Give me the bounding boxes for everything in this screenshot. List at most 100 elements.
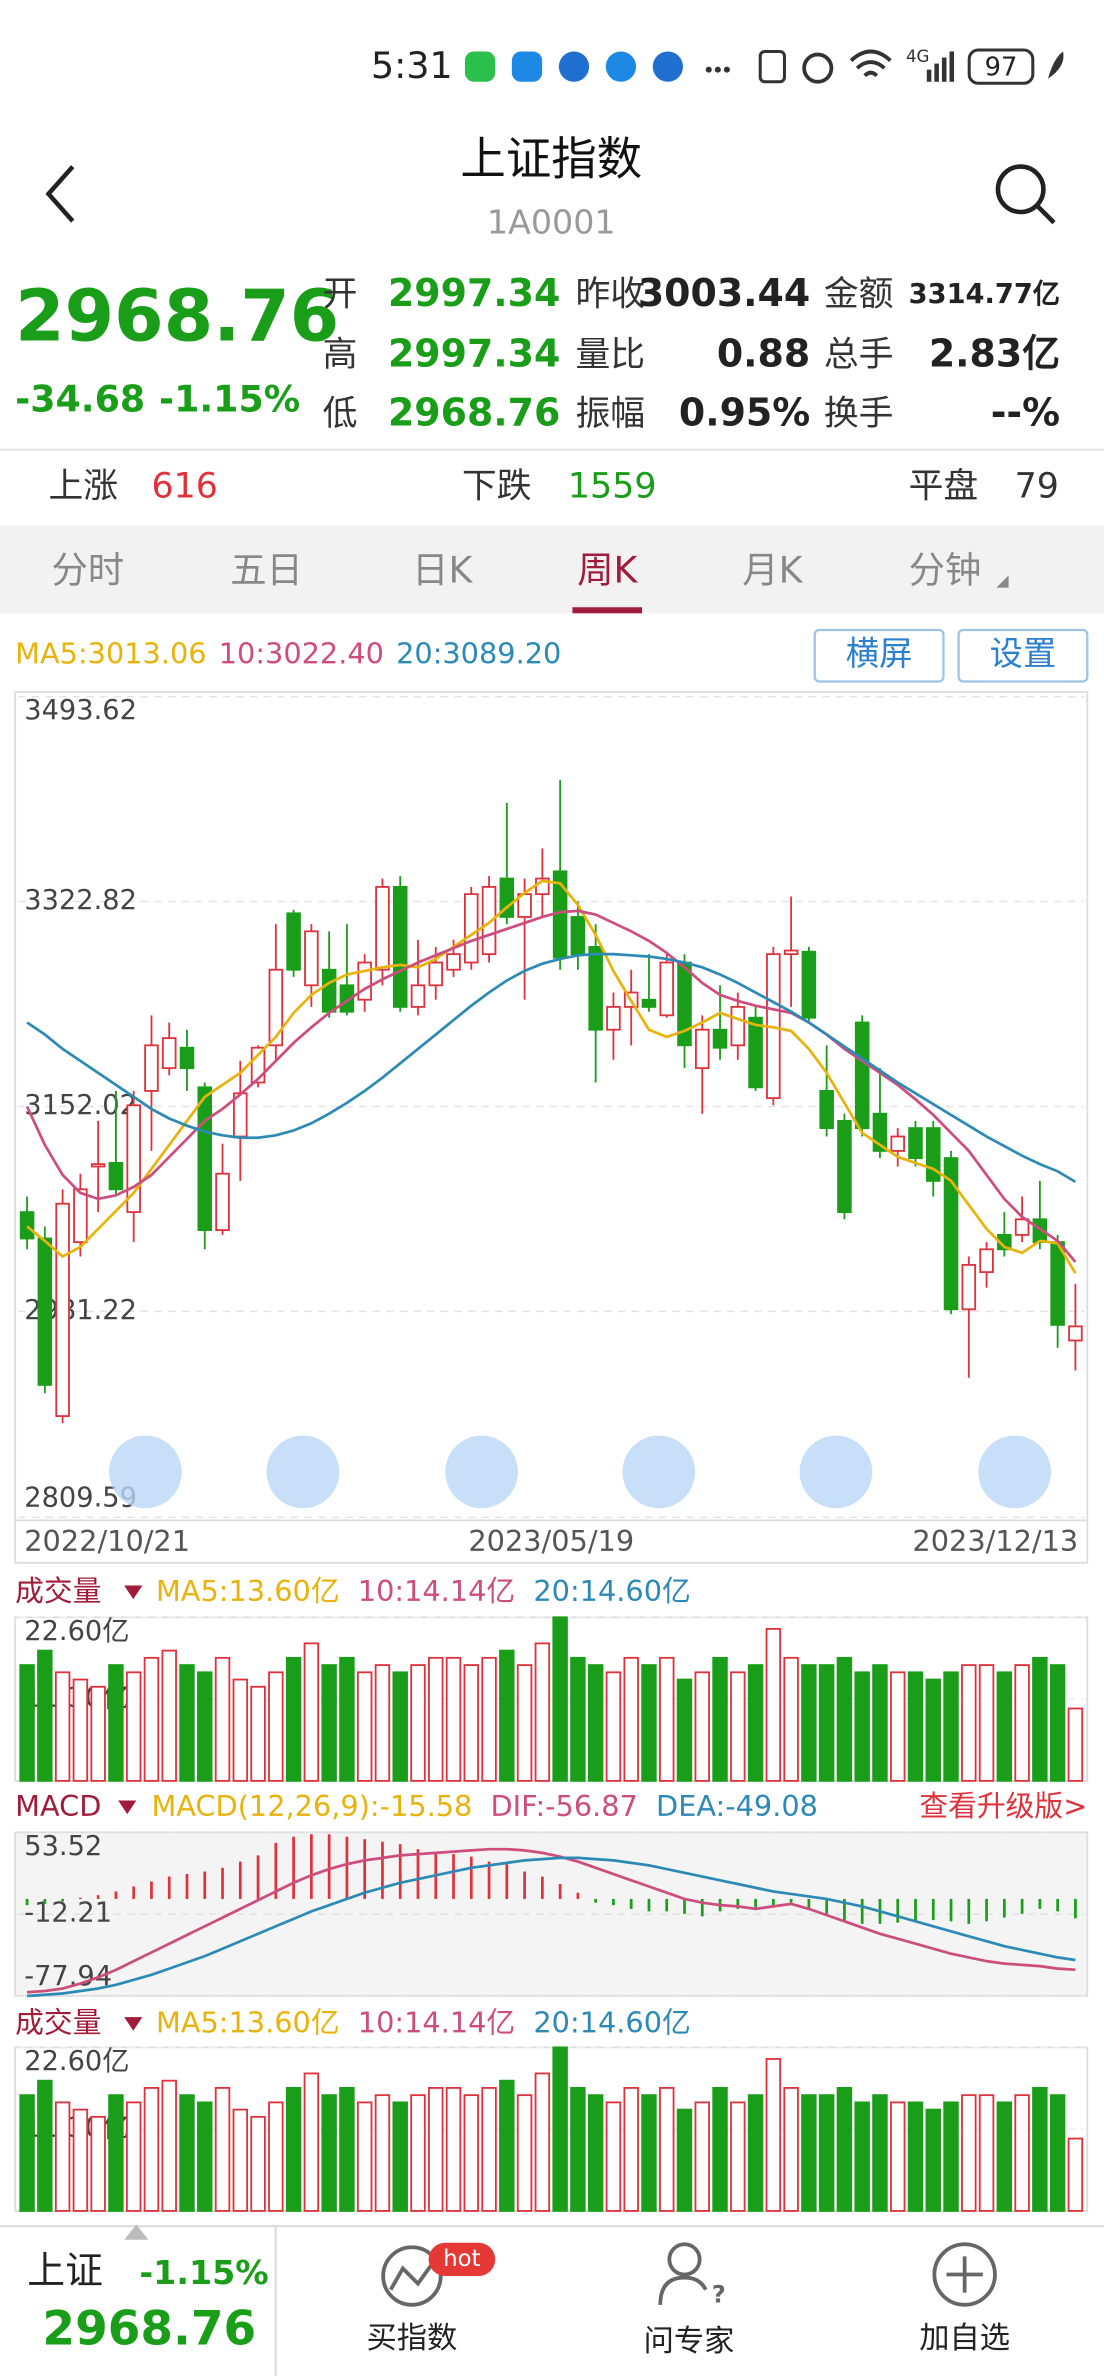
button[interactable] xyxy=(957,628,1089,683)
tab[interactable]: 五日 xyxy=(230,548,303,591)
stock-code: 1A0001 xyxy=(487,203,616,242)
volume-bar xyxy=(587,1664,604,1782)
volume-bar xyxy=(925,2108,941,2212)
volume-bar xyxy=(19,1664,35,1782)
volume-bar xyxy=(516,1664,533,1782)
expert-icon[interactable]: ? xyxy=(658,2242,726,2309)
candle-body xyxy=(837,1119,852,1214)
volume-bar xyxy=(161,2079,177,2212)
chart-nav-button[interactable] xyxy=(622,1435,696,1509)
candle-body xyxy=(55,1202,70,1417)
volume-bar xyxy=(818,2094,835,2212)
volume-bar xyxy=(1049,2094,1066,2212)
candle-body xyxy=(286,912,301,971)
chart-nav-button[interactable] xyxy=(799,1435,873,1509)
y-tick-label: -12.21 xyxy=(24,1898,112,1929)
chart-nav-button[interactable] xyxy=(266,1435,340,1509)
tab[interactable]: 分钟 xyxy=(909,548,982,591)
volume-bar xyxy=(285,1656,302,1782)
tab[interactable]: 分时 xyxy=(52,548,125,591)
volume-bar xyxy=(694,1671,710,1782)
volume-bar xyxy=(232,2108,249,2212)
y-tick-label: 53.52 xyxy=(24,1831,102,1862)
volume-bar xyxy=(143,2087,160,2212)
field-value: 0.88 xyxy=(717,331,810,375)
candle-body xyxy=(339,984,355,1013)
volume-bar xyxy=(410,1664,426,1782)
volume-bar xyxy=(1049,1664,1066,1782)
macd-legend: DIF:-56.87 xyxy=(491,1789,638,1823)
candle-body xyxy=(908,1127,923,1160)
volume-bar xyxy=(428,1656,444,1782)
field-value: 2968.76 xyxy=(388,390,560,434)
tab[interactable]: 月K xyxy=(742,548,803,591)
volume-bar xyxy=(641,1664,657,1782)
candle-body xyxy=(890,1135,905,1152)
volume-bar xyxy=(72,2108,89,2212)
ma-legend: 10:3022.40 xyxy=(219,637,384,671)
macd-legend: MACD(12,26,9):-15.58 xyxy=(151,1789,472,1823)
chart-nav-button[interactable] xyxy=(109,1435,182,1509)
tab[interactable]: 周K xyxy=(577,548,638,591)
candle-body xyxy=(748,1016,763,1089)
candle-body xyxy=(428,961,444,987)
volume-bar xyxy=(534,1642,551,1782)
svg-text:?: ? xyxy=(712,2281,726,2309)
volume-bar xyxy=(907,1671,924,1782)
bottom-item-label[interactable]: 加自选 xyxy=(919,2321,1010,2356)
field-value: 2997.34 xyxy=(388,271,560,315)
candle-body xyxy=(37,1237,53,1386)
volume-bar xyxy=(978,2094,995,2212)
volume-bar xyxy=(214,1656,231,1782)
volume-bar xyxy=(125,1671,142,1782)
volume-bar xyxy=(445,1656,462,1782)
volume-bar xyxy=(659,1656,675,1782)
candle-body xyxy=(641,998,657,1008)
volume-bar xyxy=(836,2087,853,2212)
candle-body xyxy=(197,1086,213,1232)
volume-bar xyxy=(801,2094,817,2212)
index-change-pct: -1.15% xyxy=(139,2253,268,2292)
volume-bar xyxy=(392,2101,408,2212)
bottom-item-label[interactable]: 问专家 xyxy=(644,2324,735,2359)
line xyxy=(26,879,1077,1274)
volume-bar xyxy=(801,1664,817,1782)
candle-body xyxy=(144,1044,159,1092)
volume-bar xyxy=(232,1678,249,1782)
volume-bar xyxy=(996,1671,1013,1782)
volume-bar xyxy=(570,1656,586,1782)
bottom-item-label[interactable]: 买指数 xyxy=(367,2321,458,2356)
search-button[interactable] xyxy=(995,164,1056,225)
volume-bar xyxy=(943,2101,959,2212)
volume-bar xyxy=(463,2094,480,2212)
expand-arrow[interactable] xyxy=(124,2224,149,2240)
chart-nav-button[interactable] xyxy=(978,1435,1051,1509)
candle-body xyxy=(90,1163,106,1168)
volume-bar xyxy=(250,2115,266,2212)
chart-nav-button[interactable] xyxy=(445,1435,518,1509)
buy-icon[interactable] xyxy=(381,2245,443,2307)
button-label[interactable]: 设置 xyxy=(990,634,1057,673)
volume-bar xyxy=(339,2087,355,2212)
upgrade-link[interactable]: 查看升级版> xyxy=(919,1789,1087,1823)
volume-bar xyxy=(943,1671,959,1782)
volume-bar xyxy=(356,2101,373,2212)
last-price: 2968.76 xyxy=(15,275,339,358)
volume-legend: MA5:13.60亿 xyxy=(156,1574,340,1608)
volume-bar xyxy=(143,1656,160,1782)
volume-bar xyxy=(1014,2094,1030,2212)
button-label[interactable]: 横屏 xyxy=(846,634,913,673)
tab[interactable]: 日K xyxy=(412,548,473,591)
add-icon[interactable] xyxy=(932,2242,997,2307)
breadth-label: 下跌 xyxy=(462,467,532,507)
back-button[interactable] xyxy=(45,165,75,223)
y-tick-label: 3493.62 xyxy=(24,695,137,726)
price-change-pct: -1.15% xyxy=(159,377,300,420)
volume-bar xyxy=(374,1664,391,1782)
line xyxy=(26,952,1077,1184)
y-tick-label: 22.60亿 xyxy=(24,2046,129,2077)
candle-body xyxy=(321,968,337,1013)
volume-bar xyxy=(445,2087,462,2212)
button[interactable] xyxy=(813,628,945,683)
volume-legend: 20:14.60亿 xyxy=(533,2006,690,2040)
